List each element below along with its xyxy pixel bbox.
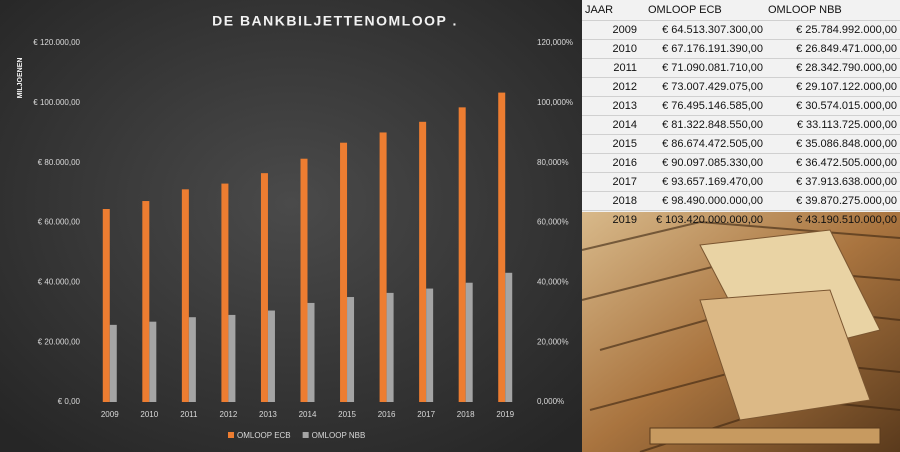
x-tick-label: 2012 bbox=[220, 410, 238, 419]
photo bbox=[581, 212, 900, 452]
bar bbox=[221, 183, 229, 402]
table-cell: € 28.342.790.000,00 bbox=[796, 62, 897, 74]
table-cell: € 37.913.638.000,00 bbox=[796, 176, 897, 188]
bar bbox=[260, 173, 268, 402]
table-cell: 2014 bbox=[613, 119, 637, 131]
table-cell: 2018 bbox=[613, 195, 637, 207]
bar bbox=[228, 314, 236, 402]
y2-tick-label: 0,000% bbox=[537, 397, 564, 406]
y-tick-label: € 20.000,00 bbox=[38, 337, 81, 346]
table-cell: € 25.784.992.000,00 bbox=[796, 24, 897, 36]
bar bbox=[347, 297, 355, 402]
bar bbox=[426, 288, 434, 402]
photo-banknote bbox=[699, 289, 871, 421]
table-cell: € 35.086.848.000,00 bbox=[796, 138, 897, 150]
bar bbox=[188, 317, 196, 402]
table-background bbox=[582, 0, 900, 212]
bar bbox=[458, 107, 466, 402]
bar bbox=[149, 321, 157, 402]
table-cell: € 86.674.472.505,00 bbox=[662, 138, 763, 150]
bar bbox=[102, 208, 110, 402]
x-tick-label: 2017 bbox=[417, 410, 435, 419]
legend-swatch bbox=[302, 432, 309, 438]
bar bbox=[142, 201, 150, 402]
chart-background bbox=[0, 0, 582, 452]
y2-tick-label: 80,000% bbox=[537, 158, 569, 167]
x-tick-label: 2009 bbox=[101, 410, 119, 419]
table-cell: € 93.657.169.470,00 bbox=[662, 176, 763, 188]
bar bbox=[386, 292, 394, 402]
y-tick-label: € 40.000,00 bbox=[38, 277, 81, 286]
bar bbox=[419, 121, 427, 403]
y2-tick-label: 40,000% bbox=[537, 277, 569, 286]
x-tick-label: 2016 bbox=[378, 410, 396, 419]
y2-tick-label: 120,000% bbox=[537, 38, 573, 47]
table-cell: € 39.870.275.000,00 bbox=[796, 195, 897, 207]
table-header: OMLOOP ECB bbox=[648, 4, 722, 16]
y2-tick-label: 100,000% bbox=[537, 98, 573, 107]
bar bbox=[505, 272, 513, 402]
table-cell: € 43.190.510.000,00 bbox=[796, 214, 897, 226]
table-cell: € 98.490.000.000,00 bbox=[662, 195, 763, 207]
table-cell: € 67.176.191.390,00 bbox=[662, 43, 763, 55]
table-cell: € 73.007.429.075,00 bbox=[662, 81, 763, 93]
x-tick-label: 2015 bbox=[338, 410, 356, 419]
table-cell: € 36.472.505.000,00 bbox=[796, 157, 897, 169]
table-cell: € 81.322.848.550,00 bbox=[662, 119, 763, 131]
table-header: JAAR bbox=[585, 4, 613, 16]
y-tick-label: € 120.000,00 bbox=[33, 38, 80, 47]
table-cell: 2019 bbox=[613, 214, 637, 226]
bar bbox=[300, 158, 308, 402]
table-cell: 2011 bbox=[613, 62, 637, 74]
y-tick-label: € 0,00 bbox=[58, 397, 81, 406]
table-cell: 2017 bbox=[613, 176, 637, 188]
table-cell: 2013 bbox=[613, 100, 637, 112]
table-cell: 2012 bbox=[613, 81, 637, 93]
table-cell: € 29.107.122.000,00 bbox=[796, 81, 897, 93]
table-cell: € 103.420.000.000,00 bbox=[656, 214, 763, 226]
table-cell: € 33.113.725.000,00 bbox=[797, 119, 897, 131]
table-cell: 2009 bbox=[613, 24, 637, 36]
bar bbox=[379, 132, 387, 403]
x-tick-label: 2010 bbox=[140, 410, 158, 419]
y-tick-label: € 60.000,00 bbox=[38, 218, 81, 227]
photo-banknote bbox=[649, 427, 881, 445]
table-cell: € 90.097.085.330,00 bbox=[662, 157, 763, 169]
x-tick-label: 2018 bbox=[457, 410, 475, 419]
bar bbox=[498, 92, 506, 402]
x-tick-label: 2011 bbox=[180, 410, 198, 419]
table-cell: 2015 bbox=[613, 138, 637, 150]
bar bbox=[267, 310, 275, 402]
legend-label: OMLOOP NBB bbox=[312, 431, 366, 440]
x-tick-label: 2019 bbox=[496, 410, 514, 419]
table-header: OMLOOP NBB bbox=[768, 4, 842, 16]
table-cell: 2010 bbox=[613, 43, 637, 55]
table-cell: 2016 bbox=[613, 157, 637, 169]
x-tick-label: 2014 bbox=[299, 410, 317, 419]
table-cell: € 64.513.307.300,00 bbox=[662, 24, 763, 36]
table-cell: € 26.849.471.000,00 bbox=[796, 43, 897, 55]
x-tick-label: 2013 bbox=[259, 410, 277, 419]
y-tick-label: € 100.000,00 bbox=[33, 98, 80, 107]
y-tick-label: € 80.000,00 bbox=[38, 158, 81, 167]
y-axis-label: MILJOENEN bbox=[17, 58, 24, 99]
bar bbox=[340, 142, 348, 403]
bar bbox=[465, 282, 473, 402]
bar bbox=[181, 189, 189, 402]
y2-tick-label: 60,000% bbox=[537, 218, 569, 227]
bar bbox=[307, 302, 315, 402]
bar bbox=[109, 324, 117, 402]
table-cell: € 76.495.146.585,00 bbox=[662, 100, 763, 112]
legend-swatch bbox=[228, 432, 234, 438]
legend-label: OMLOOP ECB bbox=[237, 431, 291, 440]
table-cell: € 71.090.081.710,00 bbox=[662, 62, 763, 74]
y2-tick-label: 20,000% bbox=[537, 337, 569, 346]
chart-title: DE BANKBILJETTENOMLOOP . bbox=[212, 13, 458, 29]
table-cell: € 30.574.015.000,00 bbox=[796, 100, 897, 112]
